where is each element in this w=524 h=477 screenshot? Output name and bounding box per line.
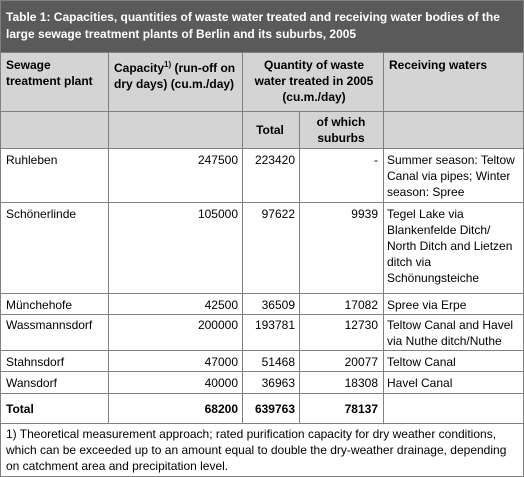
cell-plant: Wansdorf — [6, 376, 57, 390]
column-divider — [108, 53, 109, 423]
row-separator — [1, 202, 523, 203]
cell-capacity: 47000 — [204, 355, 238, 369]
header-capacity-detail: (run-off on dry days) (cu.m./day) — [114, 61, 236, 91]
cell-total: 36509 — [261, 298, 295, 312]
header-capacity-label: Capacity — [114, 61, 165, 75]
column-divider — [383, 53, 384, 423]
header-capacity-footnote-ref: 1) — [164, 60, 172, 69]
row-separator — [1, 371, 523, 372]
cell-total-suburbs: 78137 — [344, 402, 378, 416]
row-separator — [1, 314, 523, 315]
cell-plant: Schönerlinde — [6, 207, 77, 221]
cell-suburbs: 9939 — [351, 207, 378, 221]
cell-plant: Wassmannsdorf — [6, 318, 93, 332]
cell-capacity: 40000 — [204, 376, 238, 390]
row-separator — [1, 393, 523, 394]
cell-total: 51468 — [261, 355, 295, 369]
cell-receiving: Summer season: Teltow Canal via pipes; W… — [387, 153, 515, 199]
cell-suburbs: - — [374, 153, 378, 167]
cell-total-total: 639763 — [254, 402, 295, 416]
header-band — [1, 53, 523, 148]
cell-receiving: Havel Canal — [387, 376, 453, 390]
cell-total: 36963 — [261, 376, 295, 390]
cell-plant: Ruhleben — [6, 153, 58, 167]
cell-capacity: 247500 — [197, 153, 238, 167]
cell-receiving: Spree via Erpe — [387, 298, 467, 312]
header-total: Total — [256, 123, 284, 137]
cell-total: 193781 — [254, 318, 295, 332]
row-separator — [1, 293, 523, 294]
cell-suburbs: 18308 — [344, 376, 378, 390]
cell-total-capacity: 68200 — [204, 402, 238, 416]
cell-capacity: 42500 — [204, 298, 238, 312]
cell-receiving: Teltow Canal and Havel via Nuthe ditch/N… — [387, 318, 514, 348]
cell-capacity: 105000 — [197, 207, 238, 221]
cell-plant: Stahnsdorf — [6, 355, 65, 369]
header-quantity: Quantity of waste water treated in 2005 … — [254, 58, 374, 104]
header-plant: Sewage treatment plant — [6, 58, 93, 88]
cell-total: 223420 — [254, 153, 295, 167]
cell-capacity: 200000 — [197, 318, 238, 332]
header-suburbs: of which suburbs — [316, 115, 366, 145]
cell-total: 97622 — [261, 207, 295, 221]
header-receiving: Receiving waters — [389, 58, 488, 72]
footnote: 1) Theoretical measurement approach; rat… — [1, 423, 523, 476]
cell-suburbs: 17082 — [344, 298, 378, 312]
cell-total-label: Total — [6, 402, 34, 416]
row-separator — [1, 350, 523, 351]
cell-receiving: Tegel Lake via Blankenfelde Ditch/ North… — [387, 207, 513, 285]
column-divider — [242, 53, 243, 423]
cell-plant: Münchehofe — [6, 298, 73, 312]
row-separator — [1, 148, 523, 149]
cell-suburbs: 12730 — [344, 318, 378, 332]
header-divider — [1, 111, 523, 112]
cell-receiving: Teltow Canal — [387, 355, 456, 369]
table-title: Table 1: Capacities, quantities of waste… — [1, 1, 523, 53]
header-capacity: Capacity1) (run-off on dry days) (cu.m./… — [114, 57, 244, 92]
cell-suburbs: 20077 — [344, 355, 378, 369]
column-divider — [299, 111, 300, 423]
